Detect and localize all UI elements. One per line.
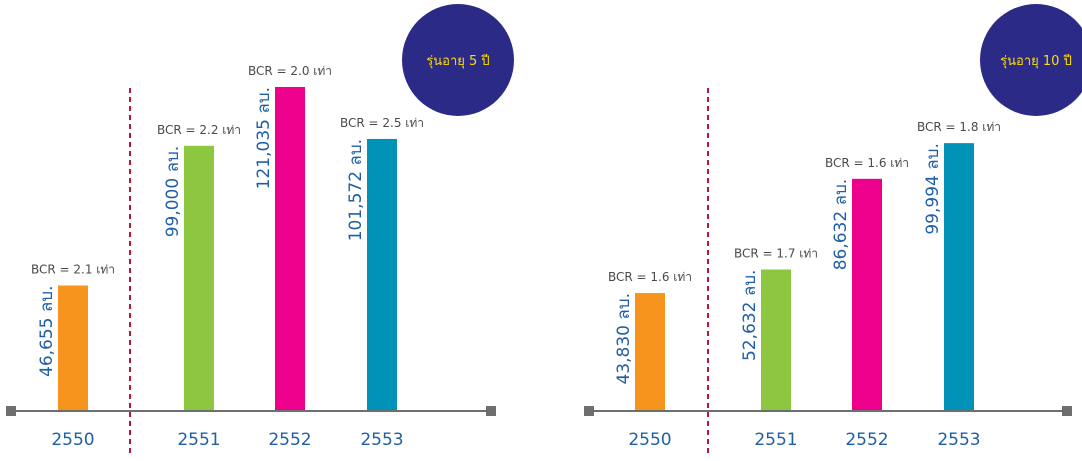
chart1-x-tick-2552: 2552 xyxy=(268,430,311,450)
chart2-badge-label: รุ่นอายุ 10 ปี xyxy=(1000,53,1072,69)
chart1-bar-2553 xyxy=(367,138,397,410)
chart1-bar-2552 xyxy=(275,87,305,410)
chart2-value-label-2550: 43,830 ลบ. xyxy=(614,293,634,385)
chart2-bcr-label-2552: BCR = 1.6 เท่า xyxy=(825,156,909,170)
chart2-bar-2552 xyxy=(852,178,882,410)
chart2-badge-circle xyxy=(980,4,1082,116)
chart2-bcr-label-2550: BCR = 1.6 เท่า xyxy=(608,270,692,284)
chart2-axis-end-marker xyxy=(1062,406,1072,416)
chart2-x-tick-2551: 2551 xyxy=(754,430,797,450)
chart1-value-label-2552: 121,035 ลบ. xyxy=(254,87,274,189)
chart1-value-label-2551: 99,000 ลบ. xyxy=(163,146,183,238)
chart1-value-label-2553: 101,572 ลบ. xyxy=(346,139,366,241)
chart1-axis-start-marker xyxy=(6,406,16,416)
chart2-x-tick-2553: 2553 xyxy=(937,430,980,450)
chart1-badge-circle xyxy=(402,4,514,116)
chart2-bar-2551 xyxy=(761,269,791,410)
chart2-value-label-2553: 99,994 ลบ. xyxy=(923,143,943,235)
chart1-bar-2550 xyxy=(58,285,88,410)
chart2-bar-2550 xyxy=(635,293,665,410)
chart2-x-tick-2550: 2550 xyxy=(628,430,671,450)
chart1-badge-label: รุ่นอายุ 5 ปี xyxy=(426,53,489,69)
chart2-value-label-2551: 52,632 ลบ. xyxy=(740,270,760,362)
chart1-value-label-2550: 46,655 ลบ. xyxy=(37,285,57,377)
chart1-bcr-label-2551: BCR = 2.2 เท่า xyxy=(157,123,241,137)
chart1-bar-2551 xyxy=(184,145,214,410)
chart2-bcr-label-2551: BCR = 1.7 เท่า xyxy=(734,247,818,261)
chart2-value-label-2552: 86,632 ลบ. xyxy=(831,179,851,271)
chart1-bcr-label-2553: BCR = 2.5 เท่า xyxy=(340,116,424,130)
chart2-axis-start-marker xyxy=(584,406,594,416)
chart1-bcr-label-2550: BCR = 2.1 เท่า xyxy=(31,262,115,276)
chart1-axis-end-marker xyxy=(486,406,496,416)
chart1-x-tick-2550: 2550 xyxy=(51,430,94,450)
chart2-bcr-label-2553: BCR = 1.8 เท่า xyxy=(917,120,1001,134)
chart1-x-tick-2551: 2551 xyxy=(177,430,220,450)
chart1-x-tick-2553: 2553 xyxy=(360,430,403,450)
chart2-x-tick-2552: 2552 xyxy=(845,430,888,450)
chart2-bar-2553 xyxy=(944,143,974,410)
chart1-bcr-label-2552: BCR = 2.0 เท่า xyxy=(248,64,332,78)
